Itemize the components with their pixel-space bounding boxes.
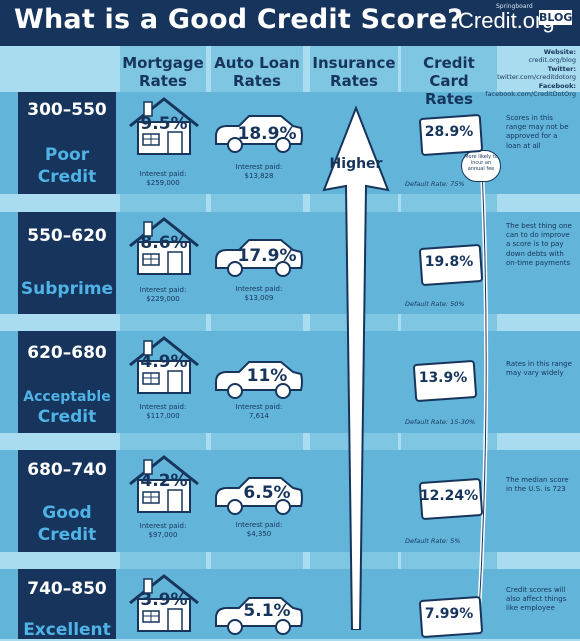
mortgage-interest-paid: Interest paid: $97,000: [139, 522, 187, 539]
auto-rate: 18.9%: [237, 124, 297, 144]
insurance-higher-label: Higher: [329, 156, 383, 172]
mortgage-rate: 8.6%: [140, 233, 188, 253]
blog-badge[interactable]: BLOG: [539, 10, 573, 25]
row-note: Credit scores will also affect things li…: [506, 586, 567, 613]
range-box-poor: 300–550 Poor Credit: [18, 92, 116, 194]
score-range: 300–550: [27, 100, 107, 120]
default-rate: Default Rate: 50%: [405, 300, 465, 308]
website-link[interactable]: credit.org/blog: [528, 56, 576, 65]
car-icon: [215, 361, 303, 399]
auto-interest-paid: Interest paid: $13,828: [235, 163, 283, 180]
mortgage-rate: 3.9%: [140, 590, 188, 610]
range-box-subprime: 550–620 Subprime: [18, 212, 116, 314]
house-icon: [129, 217, 199, 275]
row-note: The best thing one can to do improve a s…: [506, 222, 572, 267]
brand-logo[interactable]: Credit.org: [458, 8, 555, 33]
score-grade: Subprime: [20, 279, 114, 299]
auto-header: Auto Loan Rates: [214, 54, 300, 90]
score-grade: Poor Credit: [37, 145, 97, 187]
auto-rate: 17.9%: [237, 246, 297, 266]
mortgage-rate: 9.5%: [140, 114, 188, 134]
brand-tagline: Springboard: [496, 3, 533, 10]
score-grade: Acceptable Credit: [23, 389, 111, 427]
insurance-header: Insurance Rates: [312, 54, 396, 90]
card-rate: 19.8%: [424, 254, 474, 270]
mortgage-interest-paid: Interest paid: $259,000: [139, 170, 187, 187]
mortgage-rate: 4.9%: [140, 352, 188, 372]
range-box-acceptable: 620–680 Acceptable Credit: [18, 331, 116, 433]
facebook-link[interactable]: facebook.com/CreditDotOrg: [485, 90, 576, 99]
range-box-excellent: 740–850 Excellent: [18, 569, 116, 640]
auto-interest-paid: Interest paid: $4,350: [235, 521, 283, 538]
score-range: 740–850: [27, 579, 107, 599]
score-range: 680–740: [27, 460, 107, 480]
house-icon: [129, 574, 199, 632]
score-range: 550–620: [27, 226, 107, 246]
page-title: What is a Good Credit Score?: [14, 4, 464, 35]
score-grade: Excellent: [23, 620, 111, 640]
auto-rate: 5.1%: [243, 601, 291, 621]
row-note: The median score in the U.S. is 723: [506, 476, 569, 494]
mortgage-interest-paid: Interest paid: $117,000: [139, 403, 187, 420]
default-rate: Default Rate: 5%: [405, 537, 461, 545]
house-icon: [129, 97, 199, 155]
card-header: Credit Card Rates: [423, 54, 475, 108]
social-links: Website: credit.org/blog Twitter: twitte…: [485, 48, 576, 99]
mortgage-rate: 4.2%: [140, 471, 188, 491]
score-range: 620–680: [27, 343, 107, 363]
car-icon: [215, 115, 303, 153]
row-note: Scores in this range may not be approved…: [506, 114, 569, 150]
card-rate: 13.9%: [418, 370, 468, 386]
house-icon: [129, 455, 199, 513]
default-rate: Default Rate: 75%: [405, 180, 465, 188]
range-box-good: 680–740 Good Credit: [18, 450, 116, 552]
card-rate: 7.99%: [424, 606, 474, 622]
car-icon: [215, 477, 303, 515]
mortgage-interest-paid: Interest paid: $229,000: [139, 286, 187, 303]
house-icon: [129, 336, 199, 394]
auto-interest-paid: Interest paid: 7,614: [235, 403, 283, 420]
card-rate: 28.9%: [424, 124, 474, 140]
auto-rate: 11%: [246, 366, 288, 386]
car-icon: [215, 239, 303, 277]
auto-interest-paid: Interest paid: $13,009: [235, 285, 283, 302]
auto-rate: 6.5%: [243, 483, 291, 503]
row-note: Rates in this range may vary widely: [506, 360, 572, 378]
twitter-link[interactable]: twitter.com/creditdotorg: [497, 73, 576, 82]
annual-fee-bubble: More likely to incur an annual fee: [461, 150, 501, 182]
card-rate: 12.24%: [419, 488, 479, 504]
mortgage-header: Mortgage Rates: [122, 54, 204, 90]
default-rate: Default Rate: 15-30%: [405, 418, 476, 426]
score-grade: Good Credit: [37, 503, 97, 545]
header-bar: What is a Good Credit Score? Springboard…: [0, 0, 580, 46]
